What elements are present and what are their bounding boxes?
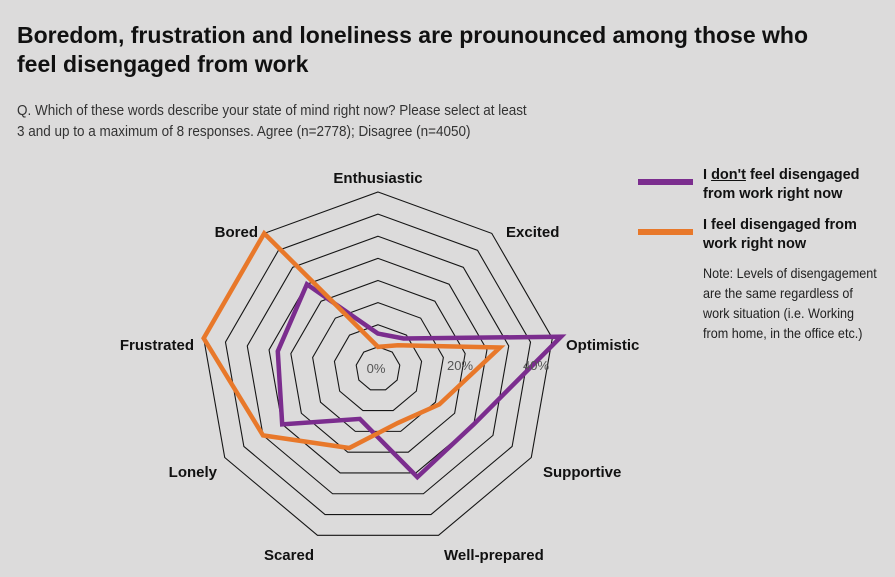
- tick-label-20: 20%: [447, 358, 473, 373]
- grid-ring: [333, 324, 423, 412]
- axis-label-excited: Excited: [506, 224, 559, 241]
- radar-labels: Enthusiastic Excited Optimistic Supportive W…: [120, 170, 640, 564]
- axis-label-supportive: Supportive: [543, 464, 621, 481]
- grid-ring: [224, 213, 532, 516]
- legend: I don't feel disengaged from work right …: [638, 166, 888, 266]
- legend-swatch-not-disengaged: [638, 179, 693, 185]
- radar-grid: [203, 191, 553, 536]
- axis-label-optimistic: Optimistic: [566, 337, 639, 354]
- axis-label-well-prepared: Well-prepared: [444, 547, 544, 564]
- axis-label-bored: Bored: [215, 224, 258, 241]
- legend-item-disengaged: I feel disengaged from work right now: [638, 216, 888, 266]
- radar-series: [201, 229, 567, 481]
- legend-label-not-disengaged: I don't feel disengaged from work right …: [703, 167, 860, 202]
- grid-ring: [355, 346, 401, 391]
- legend-label-disengaged: I feel disengaged from work right now: [703, 217, 857, 252]
- grid-ring: [246, 235, 510, 495]
- axis-label-enthusiastic: Enthusiastic: [333, 170, 422, 187]
- series-line-not-disengaged: [275, 280, 567, 481]
- tick-label-40: 40%: [523, 358, 549, 373]
- grid-ring: [290, 279, 466, 453]
- grid-ring: [268, 257, 488, 474]
- question-text: Q. Which of these words describe your st…: [17, 103, 527, 140]
- legend-item-not-disengaged: I don't feel disengaged from work right …: [638, 166, 888, 216]
- tick-label-0: 0%: [367, 361, 386, 376]
- axis-label-scared: Scared: [264, 547, 314, 564]
- chart-title: Boredom, frustration and loneliness are …: [17, 22, 809, 77]
- note-text: Note: Levels of disengagement are the sa…: [703, 265, 877, 341]
- legend-swatch-disengaged: [638, 229, 693, 235]
- axis-label-frustrated: Frustrated: [120, 337, 194, 354]
- series-line-disengaged: [201, 229, 506, 451]
- axis-label-lonely: Lonely: [169, 464, 218, 481]
